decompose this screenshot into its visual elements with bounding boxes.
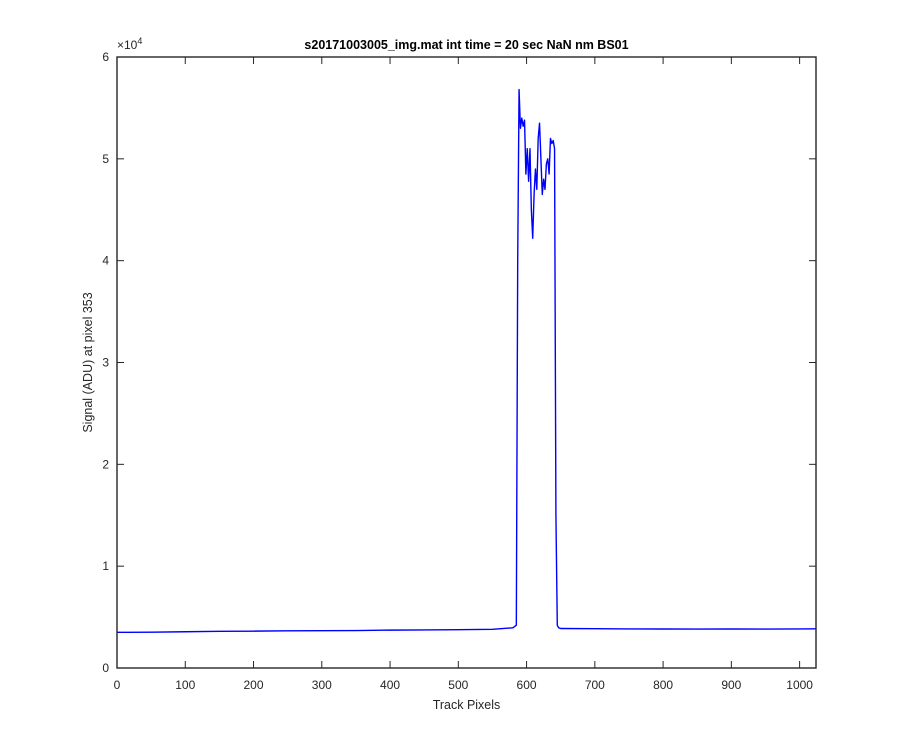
axes-box — [116, 56, 817, 669]
series-layer — [116, 88, 817, 634]
y-tick-label: 6 — [102, 50, 109, 64]
x-tick-label: 200 — [244, 678, 264, 692]
y-axis-exponent: ×104 — [117, 36, 142, 52]
x-axis-ticks: 0 100 200 300 400 500 600 700 800 900 1000 — [114, 57, 813, 692]
y-tick-label: 2 — [102, 457, 109, 471]
x-tick-label: 500 — [448, 678, 468, 692]
x-tick-label: 100 — [175, 678, 195, 692]
series-line — [116, 88, 817, 634]
y-tick-label: 0 — [102, 661, 109, 675]
chart-title: s20171003005_img.mat int time = 20 sec N… — [304, 38, 628, 52]
y-tick-label: 3 — [102, 356, 109, 370]
y-tick-label: 5 — [102, 152, 109, 166]
x-tick-label: 900 — [721, 678, 741, 692]
axes-background — [117, 57, 816, 668]
x-tick-label: 1000 — [786, 678, 813, 692]
x-tick-label: 300 — [312, 678, 332, 692]
x-axis-label: Track Pixels — [433, 698, 501, 712]
x-tick-label: 700 — [585, 678, 605, 692]
x-tick-label: 600 — [517, 678, 537, 692]
y-axis-label: Signal (ADU) at pixel 353 — [81, 292, 95, 432]
y-axis-ticks: 0 1 2 3 4 5 6 — [102, 50, 816, 675]
y-tick-label: 1 — [102, 559, 109, 573]
x-tick-label: 800 — [653, 678, 673, 692]
y-axis-exponent-base: ×10 — [117, 38, 138, 52]
x-tick-label: 0 — [114, 678, 121, 692]
y-axis-exponent-power: 4 — [137, 36, 142, 46]
x-tick-label: 400 — [380, 678, 400, 692]
y-tick-label: 4 — [102, 254, 109, 268]
